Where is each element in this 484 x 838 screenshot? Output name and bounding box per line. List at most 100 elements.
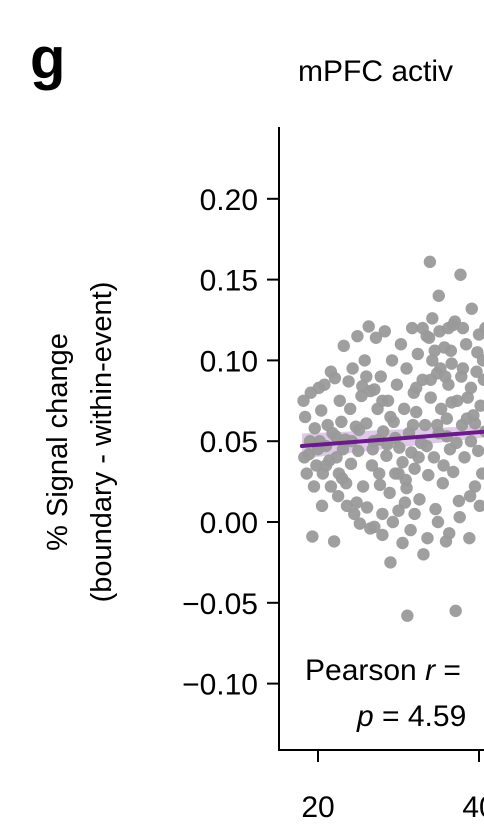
data-point: [465, 302, 478, 315]
data-point: [468, 480, 482, 493]
data-point: [400, 481, 413, 495]
data-point: [300, 467, 313, 480]
y-tick-label: −0.10: [182, 669, 258, 702]
data-point: [383, 486, 396, 500]
data-point: [374, 370, 387, 383]
panel-letter: g: [30, 26, 65, 91]
data-point: [408, 462, 421, 475]
data-point: [468, 417, 482, 430]
annotation-line1-prefix: Pearson: [305, 654, 425, 687]
data-point: [452, 494, 466, 508]
data-point: [356, 480, 370, 493]
data-point: [464, 435, 478, 448]
y-ticks: −0.10 −0.05 0.00 0.05 0.10 0.15 0.20: [182, 184, 279, 702]
annotation-line1-rest: =: [435, 654, 461, 687]
data-point: [477, 373, 484, 386]
y-axis-label-line2: (boundary - within-event): [86, 282, 118, 603]
data-point: [428, 344, 441, 357]
data-point: [412, 451, 425, 464]
data-point: [376, 528, 389, 542]
data-point: [418, 418, 432, 432]
data-point: [315, 404, 328, 417]
data-point: [368, 383, 381, 396]
data-point: [385, 354, 399, 367]
annotation-line1-var: r: [425, 654, 436, 687]
data-point: [332, 467, 346, 480]
data-point: [426, 312, 439, 325]
data-point: [327, 535, 341, 548]
data-point: [376, 507, 389, 521]
data-point: [454, 268, 467, 281]
data-point: [336, 443, 350, 456]
data-point: [384, 556, 397, 569]
chart-title: mPFC activ: [298, 55, 453, 88]
annotation-line2-var: p: [356, 700, 374, 733]
data-point: [427, 451, 441, 464]
data-point: [447, 318, 460, 332]
data-point: [342, 375, 355, 388]
data-point: [396, 536, 409, 550]
annotation-line2-rest: = 4.59: [374, 700, 467, 733]
data-point: [450, 436, 463, 450]
x-tick-label: 20: [301, 791, 334, 824]
data-point: [440, 412, 453, 425]
data-point: [461, 391, 474, 404]
data-point: [437, 459, 450, 472]
data-point: [315, 499, 329, 513]
data-point: [331, 489, 345, 503]
data-point: [456, 321, 470, 335]
data-point: [335, 415, 348, 429]
data-point: [353, 517, 367, 530]
data-point: [346, 362, 359, 375]
data-point: [473, 499, 484, 513]
data-point: [401, 609, 414, 622]
data-point: [319, 459, 333, 472]
data-point: [339, 477, 353, 490]
annotation-line2: p = 4.59: [356, 700, 466, 733]
data-point: [298, 410, 312, 424]
data-point: [453, 510, 466, 524]
data-point: [424, 373, 437, 386]
data-point: [352, 444, 365, 458]
data-point: [479, 322, 484, 335]
data-point: [397, 402, 411, 416]
data-point: [333, 394, 346, 407]
data-point: [471, 346, 484, 359]
data-point: [443, 527, 456, 540]
data-point: [362, 320, 375, 333]
data-point: [436, 477, 449, 490]
data-point: [431, 515, 445, 529]
data-point: [417, 548, 430, 561]
data-point: [308, 422, 321, 435]
data-point: [390, 378, 404, 391]
data-point: [444, 344, 458, 357]
data-point: [373, 478, 387, 492]
data-point: [410, 405, 423, 419]
data-point: [430, 418, 444, 432]
x-tick-label: 40: [462, 791, 484, 824]
data-point: [307, 480, 321, 493]
data-point: [369, 331, 383, 344]
data-point: [318, 378, 331, 391]
y-axis-label-line1: % Signal change: [42, 333, 74, 551]
data-point: [360, 370, 373, 383]
data-point: [328, 371, 342, 385]
data-point: [445, 396, 458, 409]
y-tick-label: 0.20: [200, 184, 258, 217]
y-tick-label: 0.15: [200, 265, 258, 298]
data-point: [344, 457, 358, 471]
data-point: [340, 499, 354, 513]
x-ticks: 2040: [301, 750, 484, 824]
data-point: [423, 255, 437, 269]
data-point: [344, 402, 357, 416]
data-point: [420, 439, 433, 453]
annotation-line1: Pearson r =: [305, 654, 461, 687]
data-point: [394, 338, 408, 351]
data-point: [432, 289, 445, 302]
data-point: [449, 604, 462, 618]
data-point: [398, 496, 412, 509]
data-point: [426, 354, 439, 367]
data-point: [463, 489, 477, 503]
data-point: [411, 347, 425, 361]
data-point: [356, 380, 369, 393]
